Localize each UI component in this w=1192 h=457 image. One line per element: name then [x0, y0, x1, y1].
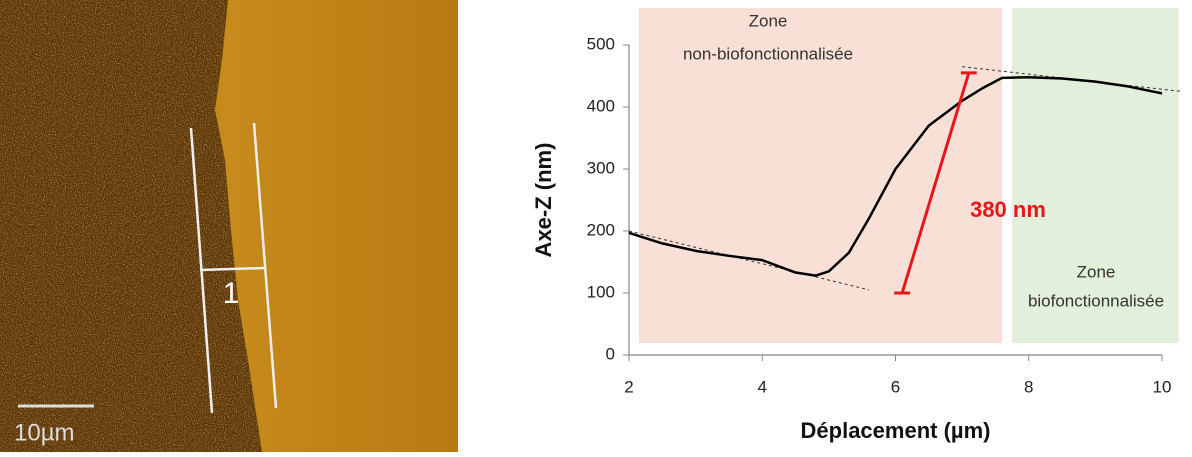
profile-line	[199, 266, 266, 272]
x-axis-label: Déplacement (µm)	[801, 418, 991, 443]
x-tick-label: 2	[624, 377, 633, 396]
region-label: biofonctionnalisée	[1028, 291, 1164, 310]
profile-marker: 1	[223, 277, 240, 310]
region-label: non-biofonctionnalisée	[683, 44, 853, 63]
chart: Zone non-biofonctionnalisée Zone biofonctio…	[531, 8, 1183, 443]
x-tick-label: 10	[1153, 377, 1172, 396]
scale-bar-label: 10µm	[14, 419, 75, 446]
profile-line	[628, 75, 1163, 277]
x-tick-label: 6	[891, 377, 900, 396]
x-tick-label: 4	[758, 377, 767, 396]
measure-label: 380 nm	[970, 197, 1046, 222]
y-tick-label: 400	[587, 96, 615, 115]
y-tick-label: 500	[587, 34, 615, 53]
region	[1012, 8, 1179, 343]
profile-line	[252, 122, 278, 409]
trend-line	[628, 230, 869, 291]
rough-zone	[0, 0, 262, 452]
region-label: Zone	[1077, 262, 1116, 281]
afm-image: 1 10µm	[0, 0, 458, 452]
y-axis-label: Axe-Z (nm)	[531, 143, 556, 258]
x-tick-label: 8	[1024, 377, 1033, 396]
y-tick-label: 0	[606, 344, 615, 363]
region-label: Zone	[749, 11, 788, 30]
y-tick-label: 100	[587, 282, 615, 301]
y-tick-label: 300	[587, 158, 615, 177]
measure-bar	[900, 72, 971, 294]
y-tick-label: 200	[587, 220, 615, 239]
region	[638, 8, 1003, 343]
